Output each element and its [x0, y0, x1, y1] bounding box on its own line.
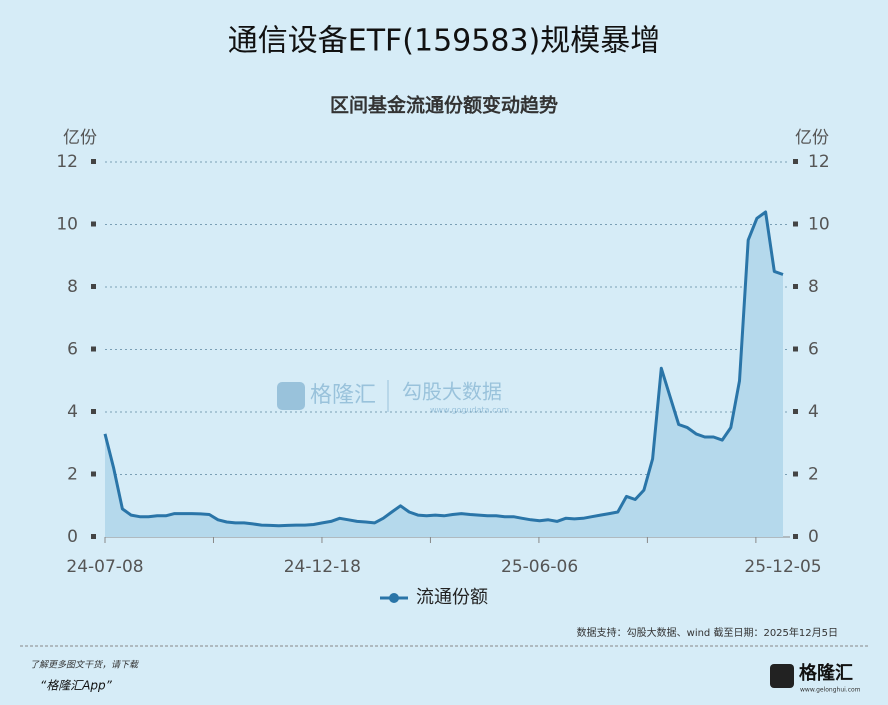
logo-url: www.gelonghui.com: [800, 687, 861, 694]
y-tick-mark: [91, 409, 96, 414]
footer-line2: “格隆汇App”: [40, 679, 113, 693]
y2-tick-label: 4: [808, 402, 819, 422]
y-tick-label: 6: [67, 340, 78, 360]
y2-tick-label: 10: [808, 215, 830, 235]
y-tick-mark: [91, 221, 96, 227]
watermark-url: www.gogudata.com: [430, 406, 509, 415]
y2-tick-label: 2: [808, 465, 819, 485]
logo-text: 格隆汇: [799, 662, 853, 684]
y-unit-right: 亿份: [795, 128, 829, 148]
footer-line1: 了解更多图文干货，请下载: [30, 660, 139, 671]
y-tick-label: 0: [67, 527, 78, 547]
x-tick-label: 25-12-05: [744, 557, 821, 577]
y2-tick-label: 0: [808, 527, 819, 547]
y-unit-left: 亿份: [63, 128, 97, 148]
y2-tick-mark: [793, 346, 798, 352]
legend-label: 流通份额: [416, 587, 488, 608]
y2-tick-label: 8: [808, 277, 819, 297]
watermark-partner: 勾股大数据: [402, 380, 502, 404]
line: [103, 210, 784, 528]
y-tick-mark: [91, 471, 96, 477]
watermark: 格隆汇 勾股大数据 www.gogudata.com: [277, 380, 509, 415]
y-tick-mark: [91, 284, 96, 289]
x-tick-label: 25-06-06: [501, 557, 578, 577]
y-tick-label: 12: [56, 152, 78, 172]
source-note: 数据支持：勾股大数据、wind 截至日期：2025年12月5日: [577, 626, 838, 639]
y-tick-label: 2: [67, 465, 78, 485]
y2-tick-label: 6: [808, 340, 819, 360]
y-tick-mark: [91, 534, 96, 539]
area: [105, 212, 783, 537]
y-tick-mark: [91, 159, 96, 164]
y2-tick-mark: [793, 471, 798, 477]
watermark-brand: 格隆汇: [310, 383, 376, 408]
watermark-icon: [277, 382, 305, 410]
y2-tick-mark: [793, 409, 798, 414]
y2-tick-mark: [793, 284, 798, 289]
y-tick-mark: [91, 346, 96, 352]
x-tick-label: 24-12-18: [284, 557, 361, 577]
y-tick-label: 4: [67, 402, 78, 422]
y2-tick-mark: [793, 159, 798, 164]
y2-tick-label: 12: [808, 152, 830, 172]
chart-title: 通信设备ETF(159583)规模暴增: [228, 24, 660, 59]
logo-icon: [770, 664, 794, 688]
y-tick-label: 8: [67, 277, 78, 297]
y2-tick-mark: [793, 221, 798, 227]
y2-tick-mark: [793, 534, 798, 539]
legend-marker: [389, 593, 399, 603]
y-tick-label: 10: [56, 215, 78, 235]
chart-subtitle: 区间基金流通份额变动趋势: [330, 94, 558, 117]
x-tick-label: 24-07-08: [66, 557, 143, 577]
